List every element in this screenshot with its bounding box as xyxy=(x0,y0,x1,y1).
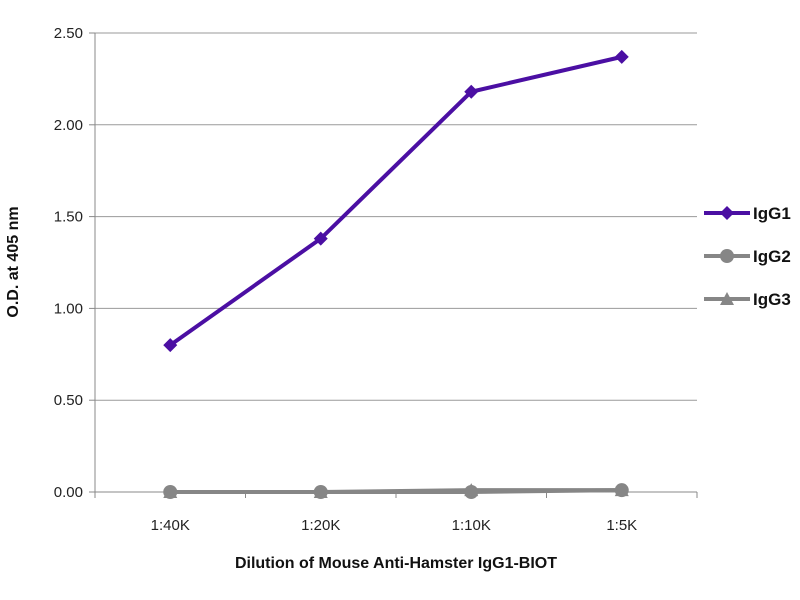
data-point-igg2 xyxy=(163,485,178,499)
x-axis-label: Dilution of Mouse Anti-Hamster IgG1-BIOT xyxy=(235,555,557,572)
x-tick-label: 1:5K xyxy=(606,517,637,534)
data-point-igg2 xyxy=(313,485,328,499)
legend-marker-igg3 xyxy=(720,292,734,305)
y-tick-label: 1.00 xyxy=(54,300,83,317)
data-point-igg1 xyxy=(464,84,479,99)
series-group xyxy=(163,49,629,499)
data-point-igg2 xyxy=(614,483,629,498)
data-point-igg1 xyxy=(313,231,328,246)
legend-marker-igg2 xyxy=(720,249,734,263)
axes: 0.00 0.50 1.00 1.50 2.00 2.50 1:40K 1:20K 1:10K 1… xyxy=(54,25,698,534)
data-point-igg2 xyxy=(464,485,479,499)
data-point-igg1 xyxy=(163,338,178,353)
y-tick-label: 2.50 xyxy=(54,25,83,42)
legend-label-igg2: IgG2 xyxy=(753,247,791,266)
legend-marker-igg1 xyxy=(720,206,734,220)
y-tick-label: 2.00 xyxy=(54,117,83,134)
y-tick-label: 0.50 xyxy=(54,392,83,409)
y-tick-label: 1.50 xyxy=(54,209,83,226)
y-axis-label: O.D. at 405 nm xyxy=(5,206,22,317)
x-tick-label: 1:20K xyxy=(301,517,340,534)
legend-label-igg3: IgG3 xyxy=(753,290,791,309)
legend: IgG1 IgG2 IgG3 xyxy=(704,204,791,309)
x-tick-label: 1:10K xyxy=(452,517,491,534)
y-tick-label: 0.00 xyxy=(54,484,83,501)
gridlines xyxy=(95,32,697,401)
series-line-igg2 xyxy=(170,488,622,494)
data-point-igg1 xyxy=(614,49,629,64)
series-line-igg1 xyxy=(169,54,623,347)
x-tick-label: 1:40K xyxy=(151,517,190,534)
legend-label-igg1: IgG1 xyxy=(753,204,791,223)
